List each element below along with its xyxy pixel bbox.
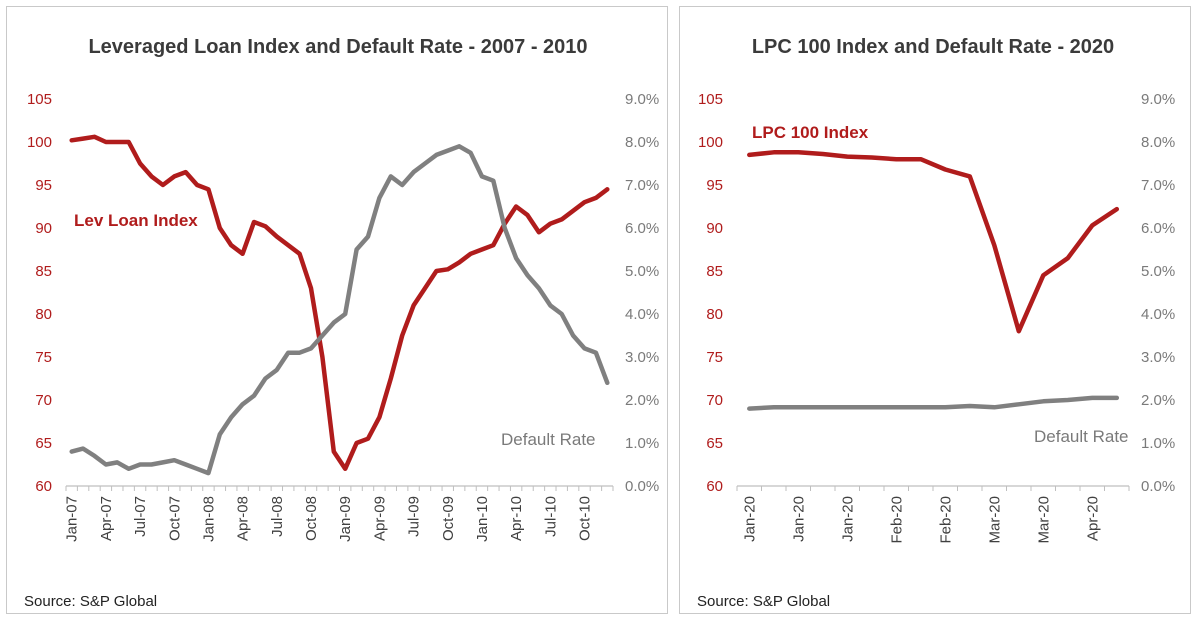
y-right-tick-label: 3.0% — [1141, 349, 1175, 366]
y-left-tick-label: 60 — [35, 478, 52, 495]
source-note: Source: S&P Global — [24, 593, 157, 610]
y-right-tick-label: 1.0% — [1141, 435, 1175, 452]
y-right-tick-label: 4.0% — [1141, 306, 1175, 323]
x-tick-label: Jul-08 — [269, 496, 286, 537]
x-tick-label: Mar-20 — [1035, 496, 1052, 544]
x-tick-label: Oct-09 — [440, 496, 457, 541]
y-left-tick-label: 60 — [706, 478, 723, 495]
y-right-tick-label: 5.0% — [1141, 263, 1175, 280]
y-right-tick-label: 3.0% — [625, 349, 659, 366]
x-tick-label: Jul-07 — [132, 496, 149, 537]
x-tick-label: Apr-09 — [371, 496, 388, 541]
y-left-tick-label: 70 — [35, 392, 52, 409]
y-left-tick-label: 105 — [27, 91, 52, 108]
y-right-tick-label: 9.0% — [1141, 91, 1175, 108]
x-tick-label: Apr-07 — [98, 496, 115, 541]
series-line-default-rate — [747, 395, 1120, 411]
x-tick-label: Oct-07 — [166, 496, 183, 541]
annotation-lev-loan: Lev Loan Index — [74, 211, 198, 230]
y-left-tick-label: 90 — [706, 220, 723, 237]
y-left-tick-label: 65 — [35, 435, 52, 452]
y-right-tick-label: 6.0% — [1141, 220, 1175, 237]
y-right-tick-label: 7.0% — [1141, 177, 1175, 194]
y-left-tick-label: 80 — [706, 306, 723, 323]
y-left-tick-label: 90 — [35, 220, 52, 237]
chart-svg-lpc100: LPC 100 Index and Default Rate - 2020 60 6… — [697, 36, 1175, 610]
annotation-lev-loan: LPC 100 Index — [752, 123, 869, 142]
chart-title: LPC 100 Index and Default Rate - 2020 — [752, 36, 1114, 58]
chart-panel-leveraged-loan: Leveraged Loan Index and Default Rate - … — [6, 6, 668, 614]
x-tick-label: Jan-09 — [337, 496, 354, 542]
series-line-lev-loan — [69, 134, 610, 472]
y-left-tick-label: 75 — [706, 349, 723, 366]
x-tick-label: Jan-10 — [474, 496, 491, 542]
x-tick-label: Jan-20 — [741, 496, 758, 542]
y-left-tick-label: 80 — [35, 306, 52, 323]
y-left-tick-label: 85 — [706, 263, 723, 280]
x-tick-label: Jan-07 — [64, 496, 81, 542]
y-right-tick-label: 7.0% — [625, 177, 659, 194]
x-tick-label: Apr-10 — [508, 496, 525, 541]
y-left-tick-label: 95 — [706, 177, 723, 194]
y-right-tick-label: 9.0% — [625, 91, 659, 108]
x-tick-label: Mar-20 — [986, 496, 1003, 544]
source-note: Source: S&P Global — [697, 593, 830, 610]
x-tick-label: Apr-20 — [1084, 496, 1101, 541]
y-right-tick-label: 2.0% — [625, 392, 659, 409]
y-right-tick-label: 0.0% — [625, 478, 659, 495]
annotation-default-rate: Default Rate — [1034, 427, 1129, 446]
chart-svg-leveraged-loan: Leveraged Loan Index and Default Rate - … — [24, 36, 659, 610]
y-right-tick-label: 5.0% — [625, 263, 659, 280]
x-tick-label: Jan-20 — [839, 496, 856, 542]
x-tick-label: Oct-08 — [303, 496, 320, 541]
x-tick-label: Jul-10 — [542, 496, 559, 537]
chart-title: Leveraged Loan Index and Default Rate - … — [88, 36, 587, 58]
y-right-tick-label: 0.0% — [1141, 478, 1175, 495]
y-right-tick-label: 8.0% — [1141, 134, 1175, 151]
y-right-tick-label: 8.0% — [625, 134, 659, 151]
y-right-tick-label: 2.0% — [1141, 392, 1175, 409]
y-left-tick-label: 100 — [698, 134, 723, 151]
y-left-tick-label: 100 — [27, 134, 52, 151]
y-left-tick-label: 65 — [706, 435, 723, 452]
x-tick-label: Jan-08 — [200, 496, 217, 542]
chart-panel-lpc100: LPC 100 Index and Default Rate - 2020 60 6… — [679, 6, 1191, 614]
y-right-tick-label: 1.0% — [625, 435, 659, 452]
annotation-default-rate: Default Rate — [501, 430, 596, 449]
y-left-tick-label: 85 — [35, 263, 52, 280]
x-tick-label: Oct-10 — [577, 496, 594, 541]
y-right-tick-label: 6.0% — [625, 220, 659, 237]
x-tick-label: Jul-09 — [406, 496, 423, 537]
x-tick-label: Feb-20 — [937, 496, 954, 544]
y-right-tick-label: 4.0% — [625, 306, 659, 323]
y-left-tick-label: 95 — [35, 177, 52, 194]
y-left-tick-label: 70 — [706, 392, 723, 409]
series-line-lev-loan — [747, 150, 1120, 334]
x-tick-label: Feb-20 — [888, 496, 905, 544]
y-left-tick-label: 105 — [698, 91, 723, 108]
x-tick-label: Apr-08 — [235, 496, 252, 541]
series-line-default-rate — [69, 144, 610, 476]
x-tick-label: Jan-20 — [790, 496, 807, 542]
y-left-tick-label: 75 — [35, 349, 52, 366]
